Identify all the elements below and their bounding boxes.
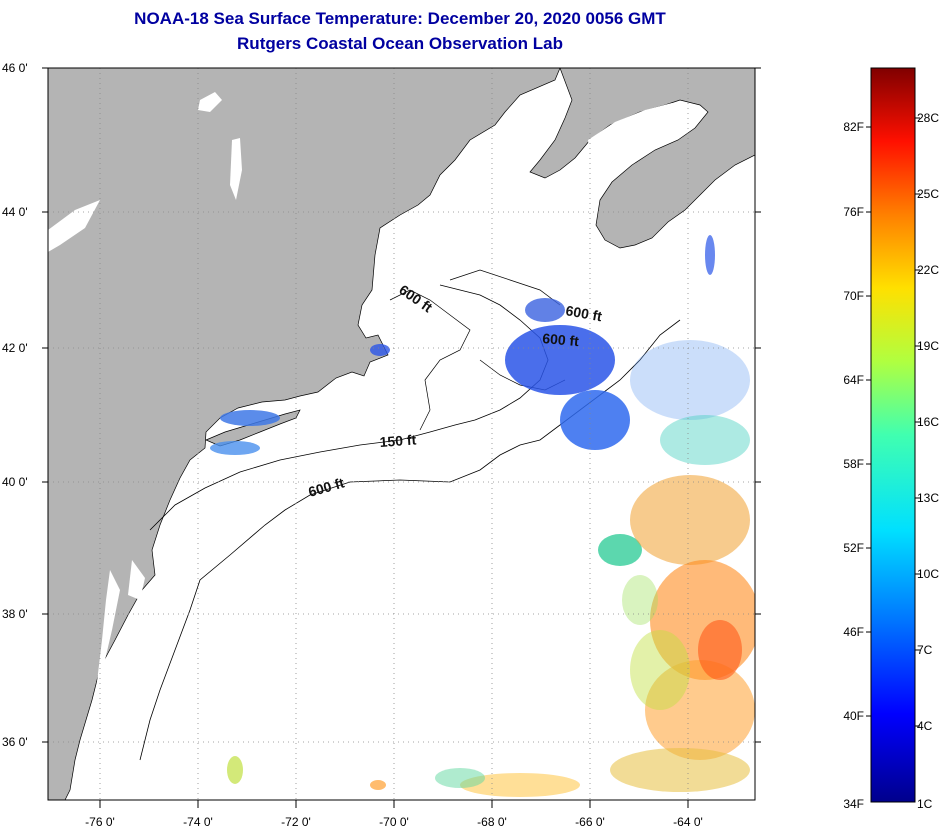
lat-label: 46 0' xyxy=(2,61,28,75)
map-frame xyxy=(47,67,756,801)
lake xyxy=(198,92,222,112)
lon-label: -72 0' xyxy=(281,815,311,829)
lat-label: 36 0' xyxy=(2,735,28,749)
lon-label: -70 0' xyxy=(379,815,409,829)
colorbar-c-label: 25C xyxy=(917,187,939,201)
colorbar xyxy=(870,67,916,803)
colorbar-f-label: 64F xyxy=(843,373,864,387)
lat-label: 44 0' xyxy=(2,205,28,219)
colorbar-f-label: 46F xyxy=(843,625,864,639)
colorbar-f-label: 58F xyxy=(843,457,864,471)
lake xyxy=(230,138,242,200)
lat-label: 42 0' xyxy=(2,341,28,355)
colorbar-f-label: 82F xyxy=(843,120,864,134)
tick-marks xyxy=(42,67,761,808)
colorbar-c-label: 10C xyxy=(917,567,939,581)
isobath-label: 600 ft xyxy=(564,302,603,324)
colorbar-f-label: 52F xyxy=(843,541,864,555)
colorbar-f-label: 34F xyxy=(843,797,864,811)
land-nova-scotia xyxy=(529,68,755,249)
lon-label: -76 0' xyxy=(85,815,115,829)
colorbar-c-label: 28C xyxy=(917,111,939,125)
lat-label: 40 0' xyxy=(2,475,28,489)
bay xyxy=(96,570,120,700)
lon-label: -66 0' xyxy=(575,815,605,829)
isobath-label: 600 ft xyxy=(542,330,580,349)
colorbar-ticks xyxy=(866,117,920,727)
map-subtitle: Rutgers Coastal Ocean Observation Lab xyxy=(237,34,563,53)
lon-label: -74 0' xyxy=(183,815,213,829)
colorbar-c-label: 16C xyxy=(917,415,939,429)
colorbar-f-label: 70F xyxy=(843,289,864,303)
map-title: NOAA-18 Sea Surface Temperature: Decembe… xyxy=(134,9,666,28)
colorbar-c-label: 13C xyxy=(917,491,939,505)
colorbar-c-label: 7C xyxy=(917,643,933,657)
lon-label: -68 0' xyxy=(477,815,507,829)
colorbar-f-label: 76F xyxy=(843,205,864,219)
bay xyxy=(128,560,145,600)
lat-label: 38 0' xyxy=(2,607,28,621)
graticule xyxy=(48,68,755,800)
sst-patches xyxy=(210,235,755,797)
isobath-150ft xyxy=(149,284,549,531)
colorbar-c-label: 19C xyxy=(917,339,939,353)
colorbar-f-label: 40F xyxy=(843,709,864,723)
lake xyxy=(48,200,100,252)
bay-of-fundy xyxy=(588,103,672,165)
colorbar-c-label: 1C xyxy=(917,797,933,811)
lon-label: -64 0' xyxy=(673,815,703,829)
colorbar-c-label: 22C xyxy=(917,263,939,277)
colorbar-c-label: 4C xyxy=(917,719,933,733)
land-mainland xyxy=(48,68,561,800)
isobath-label: 150 ft xyxy=(379,431,417,450)
